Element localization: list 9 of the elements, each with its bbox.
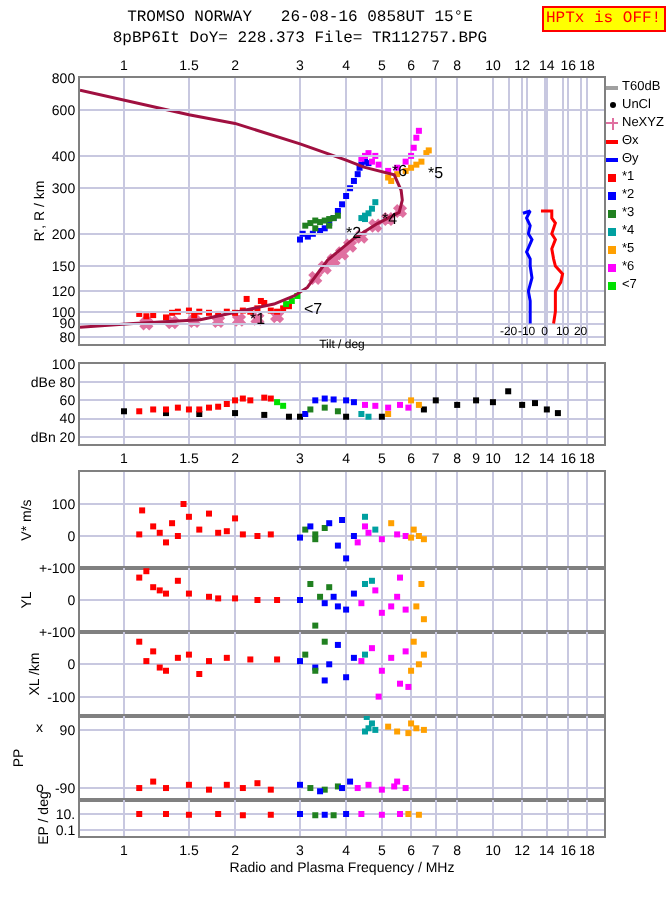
annotation: *5 xyxy=(428,164,445,182)
annotation: *2 xyxy=(346,224,363,242)
text: HPTx is OFF! xyxy=(546,10,662,28)
annotation: <7 xyxy=(304,300,324,318)
chart-subtitle: 8pBP6It DoY= 228.373 File= TR112757.BPG xyxy=(112,29,488,48)
annotation: *4 xyxy=(382,210,399,228)
annotation: *1 xyxy=(250,310,267,328)
chart-title: TROMSO NORWAY 26-08-16 0858UT 15°E xyxy=(127,8,474,27)
annotation: *6 xyxy=(392,162,409,180)
